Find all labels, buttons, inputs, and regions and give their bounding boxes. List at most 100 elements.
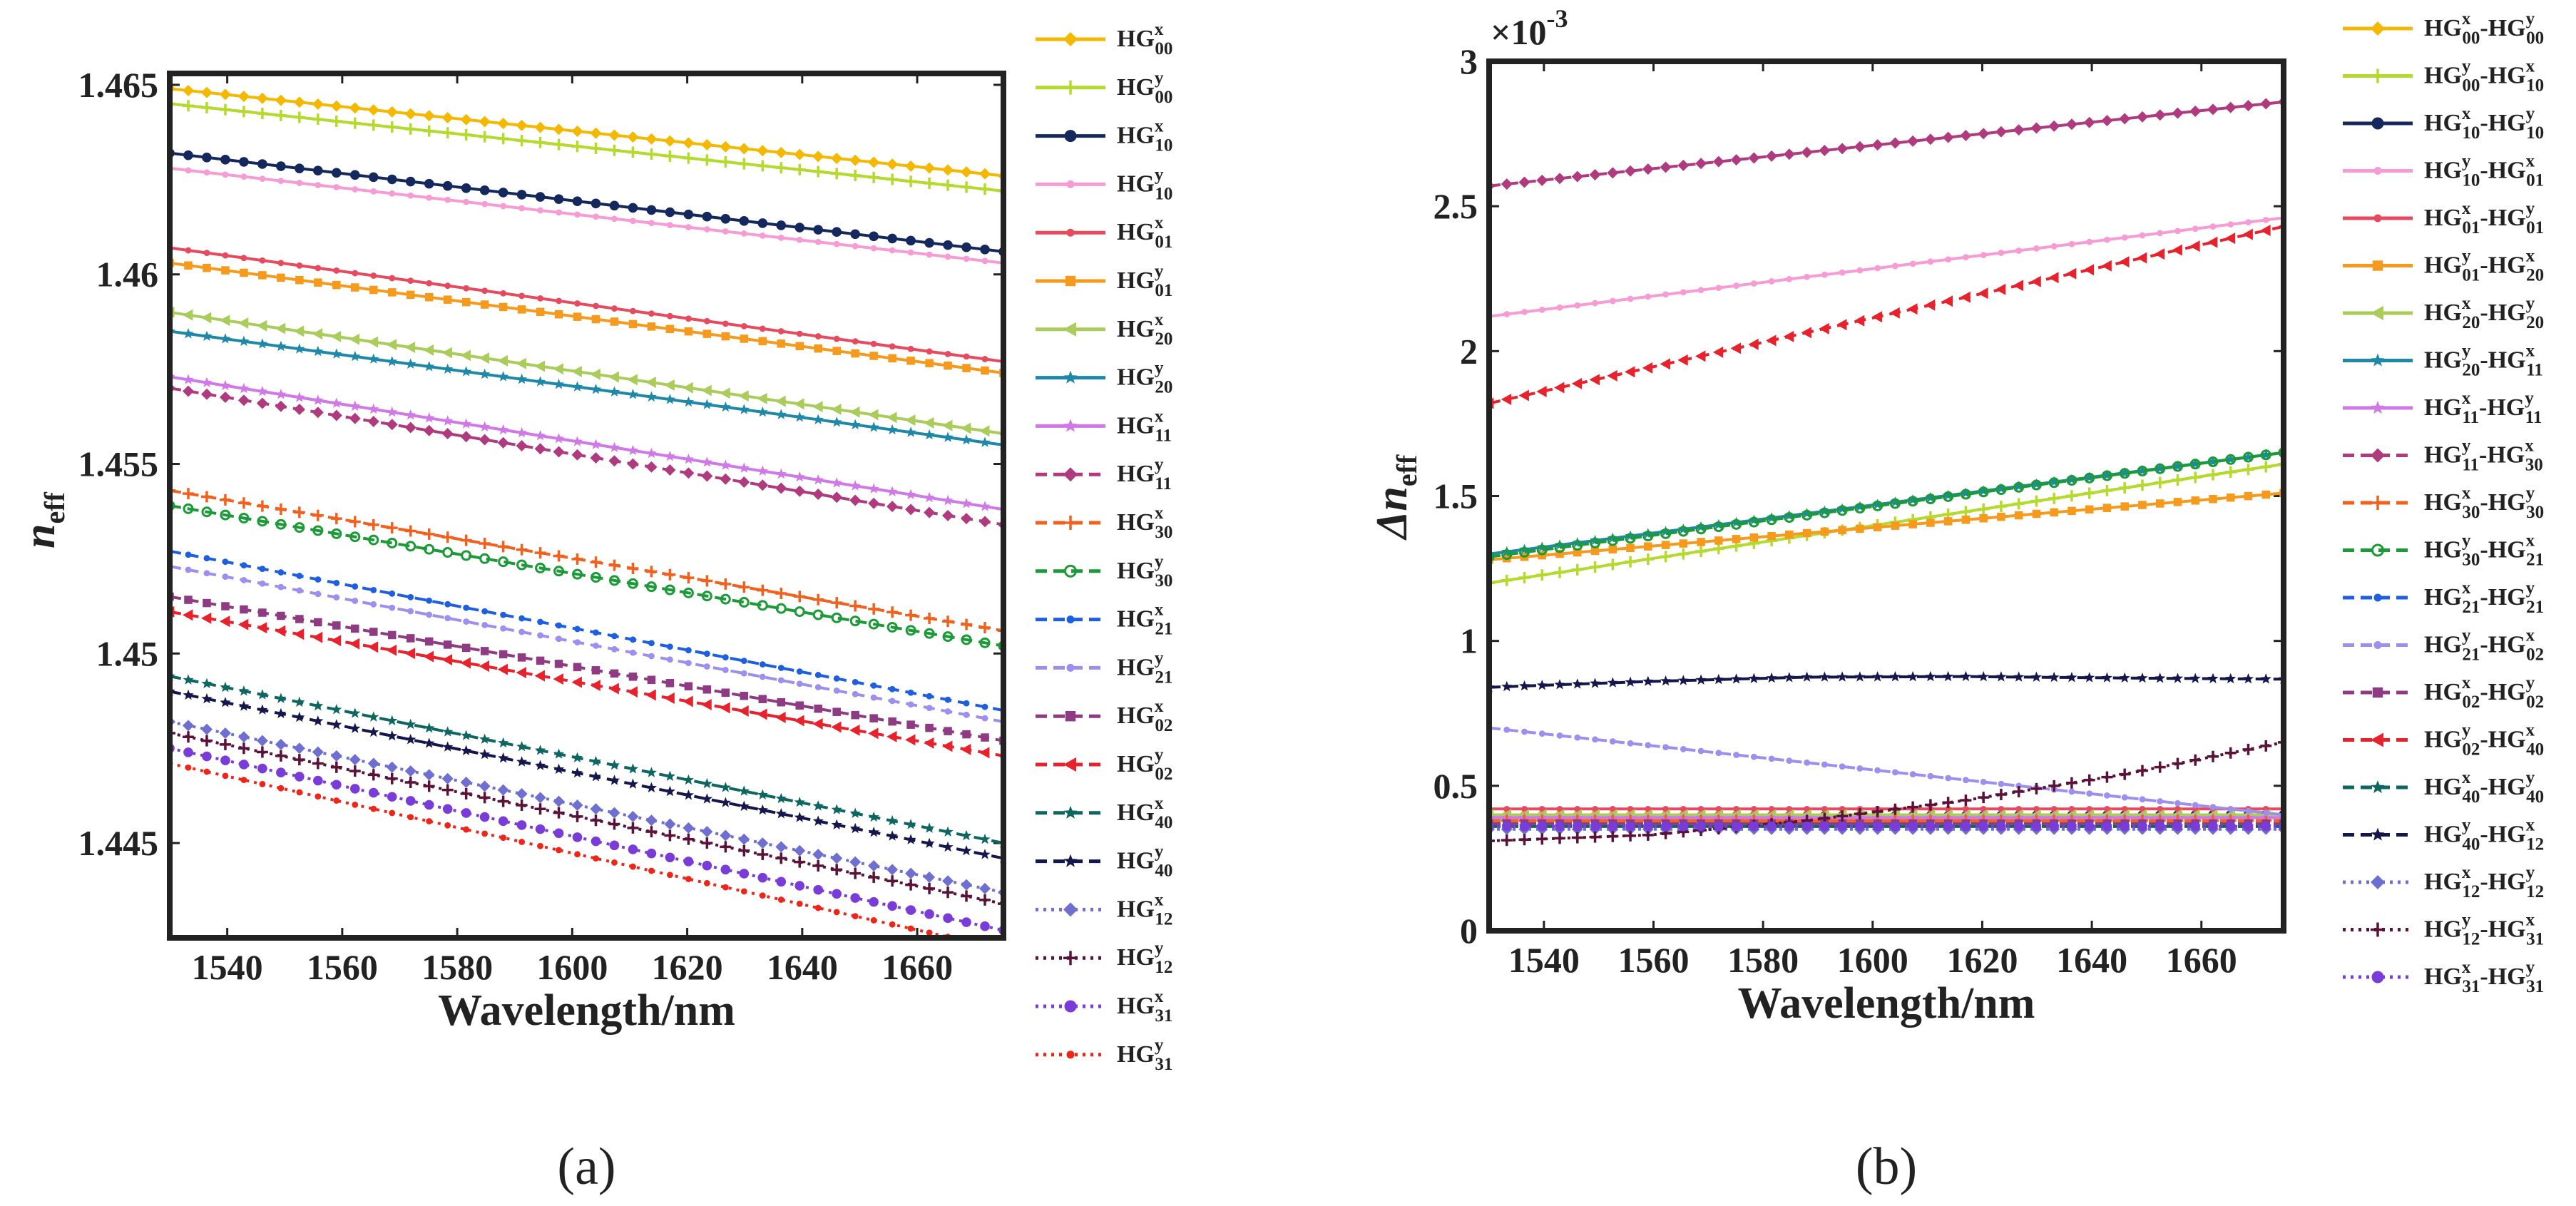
data-marker bbox=[2030, 495, 2043, 507]
series-path bbox=[170, 565, 1003, 723]
data-marker bbox=[185, 566, 192, 573]
legend-item: HGy 31 bbox=[1036, 1036, 1172, 1074]
data-marker bbox=[424, 722, 435, 733]
legend-label-sub: 30 bbox=[2526, 503, 2544, 522]
data-marker bbox=[332, 168, 342, 178]
data-marker bbox=[906, 235, 916, 246]
data-marker bbox=[1695, 158, 1707, 170]
data-marker bbox=[1538, 306, 1545, 313]
data-marker bbox=[942, 164, 954, 176]
data-marker bbox=[979, 622, 991, 634]
data-marker bbox=[1715, 285, 1722, 292]
data-marker bbox=[571, 799, 583, 811]
data-marker bbox=[1786, 275, 1793, 282]
data-marker bbox=[534, 136, 546, 148]
data-marker bbox=[2372, 687, 2383, 698]
legend-label-base: HG bbox=[1117, 606, 1155, 633]
series-line bbox=[170, 259, 1003, 377]
data-marker bbox=[979, 183, 991, 195]
data-marker bbox=[2155, 499, 2164, 508]
data-marker bbox=[645, 461, 658, 473]
legend-item: HGx 00-HGy 00 bbox=[2343, 9, 2544, 48]
data-marker bbox=[460, 431, 472, 443]
data-marker bbox=[1625, 829, 1637, 842]
data-marker bbox=[722, 666, 729, 673]
data-marker bbox=[275, 340, 287, 352]
axes-frame bbox=[167, 71, 1006, 941]
data-marker bbox=[500, 203, 506, 210]
data-marker bbox=[775, 409, 787, 419]
data-marker bbox=[1960, 130, 1972, 142]
data-marker bbox=[961, 498, 972, 509]
data-marker bbox=[536, 307, 545, 317]
legend-item: HGy 11-HGx 30 bbox=[2343, 436, 2543, 475]
data-marker bbox=[1730, 154, 1742, 166]
data-marker bbox=[480, 300, 489, 309]
data-marker bbox=[423, 424, 435, 436]
data-marker bbox=[2209, 223, 2217, 230]
legend-label-sup: x bbox=[1155, 987, 1164, 1006]
data-marker bbox=[2049, 821, 2059, 832]
data-marker bbox=[219, 494, 231, 506]
data-marker bbox=[1503, 726, 1511, 733]
legend-label-sup: x bbox=[2526, 626, 2535, 645]
data-marker bbox=[944, 350, 951, 357]
data-marker bbox=[683, 152, 695, 164]
data-marker bbox=[1518, 571, 1530, 583]
data-marker bbox=[312, 345, 324, 357]
data-marker bbox=[1821, 761, 1828, 768]
data-marker bbox=[685, 647, 692, 654]
data-marker bbox=[1943, 670, 1954, 682]
data-marker bbox=[648, 653, 655, 660]
data-marker bbox=[701, 591, 712, 602]
data-marker bbox=[479, 538, 491, 550]
legend-item: HGx 02-HGy 02 bbox=[2343, 673, 2544, 712]
data-marker bbox=[185, 247, 192, 254]
data-marker bbox=[777, 339, 786, 348]
data-marker bbox=[1696, 821, 1706, 832]
data-marker bbox=[516, 788, 528, 799]
series-path bbox=[170, 151, 1003, 253]
legend-label: HGy 10-HGx 01 bbox=[2424, 152, 2544, 190]
data-marker bbox=[630, 307, 636, 315]
data-marker bbox=[1927, 772, 1934, 780]
data-marker bbox=[905, 160, 917, 172]
y-tick-label: 1.465 bbox=[78, 65, 159, 105]
data-marker bbox=[1518, 389, 1529, 402]
legend-label-sup: y bbox=[1155, 262, 1164, 281]
data-marker bbox=[664, 785, 675, 797]
data-marker bbox=[2371, 971, 2384, 983]
legend-item: HGy 11 bbox=[1036, 455, 1172, 494]
legend-label-base: HG bbox=[1117, 219, 1155, 245]
data-marker bbox=[2139, 805, 2146, 812]
legend-label: HGy 00-HGx 10 bbox=[2424, 57, 2544, 96]
data-marker bbox=[1589, 169, 1601, 181]
data-marker bbox=[720, 702, 730, 714]
data-marker bbox=[869, 714, 878, 722]
data-marker bbox=[886, 412, 897, 424]
data-marker bbox=[961, 743, 971, 755]
legend-label-sub: 12 bbox=[2526, 882, 2544, 901]
data-marker bbox=[1556, 304, 1563, 311]
data-marker bbox=[608, 807, 620, 819]
legend-label-sep: -HG bbox=[2480, 158, 2525, 184]
legend-label-sup: x bbox=[1155, 20, 1164, 39]
data-marker bbox=[961, 434, 972, 445]
data-marker bbox=[1554, 566, 1566, 578]
data-marker bbox=[1998, 250, 2005, 256]
legend-label-sub: 21 bbox=[1155, 668, 1172, 687]
data-marker bbox=[2120, 502, 2129, 511]
data-marker bbox=[1908, 520, 1917, 528]
series-path bbox=[170, 261, 1003, 374]
data-marker bbox=[2154, 248, 2165, 260]
data-marker bbox=[497, 354, 508, 367]
legend-label-sup: y bbox=[2526, 199, 2535, 218]
data-marker bbox=[497, 663, 508, 675]
data-marker bbox=[1731, 518, 1742, 530]
data-marker bbox=[775, 603, 787, 614]
data-marker bbox=[832, 227, 842, 237]
data-marker bbox=[926, 705, 933, 712]
legend-item: HGx 20-HGy 20 bbox=[2343, 294, 2544, 332]
data-marker bbox=[738, 844, 750, 857]
legend-label-sub: 01 bbox=[2526, 171, 2544, 190]
